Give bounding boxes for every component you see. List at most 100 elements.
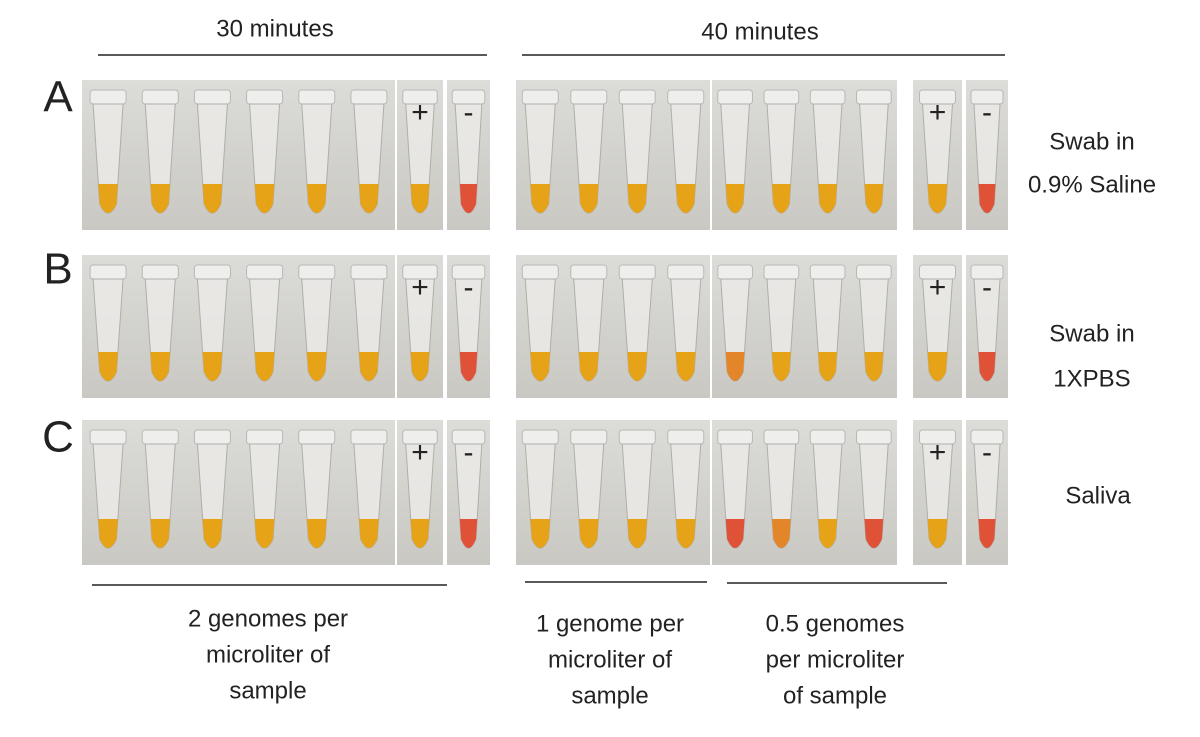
tube-liquid [410,519,430,548]
tube-liquid [978,519,996,548]
tube-liquid [306,352,327,381]
tube-liquid [359,184,379,213]
tube-cap [89,429,127,445]
tube-liquid [927,184,948,213]
tube-liquid [864,184,884,213]
tube-cap [141,264,179,280]
tube-liquid [202,519,223,548]
tube-cap [246,89,284,105]
tube-liquid [578,352,599,381]
tube-liquid [927,519,948,548]
tube-liquid [578,519,599,548]
tube-liquid [254,184,275,213]
tube-liquid [725,519,745,548]
tube-liquid [98,352,118,381]
row-condition: 1XPBS [1053,365,1130,392]
control-sign: - [982,96,992,129]
tube-cap [193,429,231,445]
tube-liquid [359,519,379,548]
tube-cap [856,429,892,445]
tube-cap [193,89,231,105]
tube-cap [350,264,388,280]
tube-liquid [410,184,430,213]
tube-cap [350,429,388,445]
tube-liquid [254,519,275,548]
tube-cap [809,264,846,280]
tube-liquid [771,352,791,381]
tube-liquid [254,352,275,381]
control-sign: - [464,436,474,469]
tube-cap [856,89,892,105]
tube-liquid [675,352,696,381]
tube-liquid [818,352,838,381]
tube-cap [89,264,127,280]
tube-cap [350,89,388,105]
control-sign: + [929,96,947,129]
tube-cap [667,429,705,445]
row-condition: Swab in [1049,320,1134,347]
tube-liquid [818,184,837,213]
tube-cap [763,89,800,105]
row-condition: 0.9% Saline [1028,171,1156,198]
row-condition: Swab in [1049,128,1134,155]
tube-cap [809,429,846,445]
tube-cap [570,89,608,105]
tube-cap [521,429,559,445]
control-sign: + [411,96,429,129]
tube-cap [298,429,336,445]
photo [82,420,395,565]
tube-liquid [772,519,791,548]
control-sign: - [982,271,992,304]
tube-liquid [202,184,223,213]
tube-liquid [459,184,478,213]
row-letter: B [43,245,72,294]
tube-cap [521,264,559,280]
tube-liquid [202,352,223,381]
tube-cap [763,429,800,445]
tube-liquid [150,184,170,213]
tube-cap [298,89,336,105]
tube-liquid [150,352,171,381]
footer: 0.5 genomes [766,610,905,637]
tube-liquid [725,184,745,213]
tube-cap [570,429,608,445]
tube-cap [246,264,284,280]
tube-liquid [818,519,837,548]
photo [82,80,395,230]
control-sign: + [929,271,947,304]
tube-cap [618,89,656,105]
tube-liquid [579,184,599,213]
photo [82,255,395,398]
tube-liquid [530,184,550,213]
tube-liquid [676,184,696,213]
tube-cap [193,264,231,280]
row-condition: Saliva [1065,482,1131,509]
tube-cap [618,264,656,280]
tube-liquid [627,352,648,381]
tube-cap [717,429,753,445]
control-sign: + [411,271,429,304]
tube-cap [667,264,705,280]
tube-liquid [927,352,948,381]
tube-cap [763,264,800,280]
tube-cap [246,429,284,445]
row-letter: A [43,73,73,122]
tube-liquid [978,352,996,381]
tube-liquid [675,519,696,548]
tube-cap [618,429,656,445]
footer: of sample [783,682,887,709]
tube-cap [717,264,753,280]
header: 30 minutes [216,15,333,42]
footer: microliter of [206,641,330,668]
tube-liquid [150,519,171,548]
tube-liquid [530,519,551,548]
footer: sample [571,682,648,709]
tube-liquid [530,352,551,381]
tube-cap [298,264,336,280]
tube-cap [856,264,892,280]
tube-liquid [864,519,884,548]
tube-liquid [306,519,327,548]
tube-cap [667,89,705,105]
control-sign: - [982,436,992,469]
